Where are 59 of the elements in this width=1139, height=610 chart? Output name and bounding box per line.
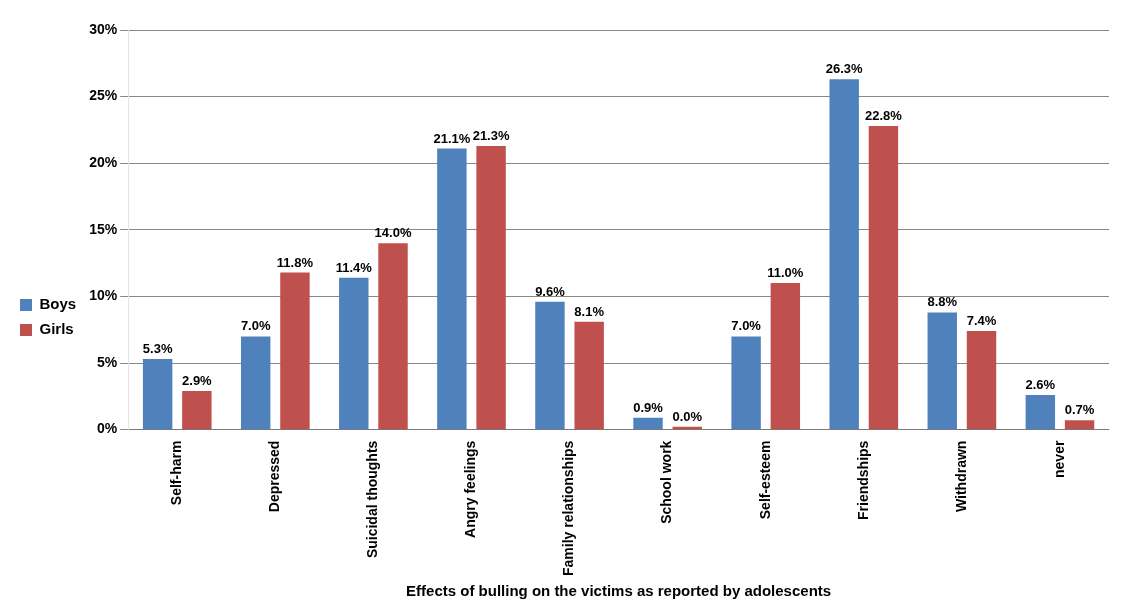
x-tick-label: Angry feelings	[462, 440, 479, 538]
x-tick-label: Self-esteem	[756, 440, 773, 520]
x-tick-label: Depressed	[266, 440, 283, 513]
data-label: 22.8%	[864, 107, 903, 123]
bar	[339, 277, 369, 430]
bar	[142, 359, 173, 430]
data-label: 26.3%	[825, 61, 864, 77]
data-label: 11.4%	[335, 259, 373, 275]
y-tick-label: 30%	[89, 20, 118, 37]
data-label: 21.3%	[472, 127, 510, 143]
data-label: 5.3%	[142, 341, 173, 357]
data-label: 9.6%	[535, 283, 566, 299]
data-label: 7.0%	[240, 318, 271, 334]
y-tick-label: 15%	[89, 220, 118, 237]
x-tick-label: Suicidal thoughts	[364, 440, 381, 559]
y-tick-label: 10%	[89, 287, 118, 304]
bar	[829, 79, 859, 430]
legend-label: Boys	[39, 295, 77, 313]
y-tick-label: 5%	[96, 353, 118, 370]
data-label: 14.0%	[374, 225, 412, 241]
legend-label: Girls	[39, 320, 74, 338]
bar	[1064, 420, 1095, 430]
bar	[378, 243, 408, 430]
bar	[1025, 394, 1056, 430]
data-label: 8.1%	[574, 303, 605, 319]
bar	[633, 417, 663, 430]
data-label: 2.9%	[182, 373, 213, 389]
data-label: 21.1%	[433, 130, 471, 146]
data-label: 11.8%	[276, 254, 314, 270]
bar	[535, 301, 565, 430]
x-tick-label: School work	[658, 440, 675, 524]
data-label: 11.0%	[767, 265, 804, 281]
x-tick-label: never	[1050, 440, 1067, 478]
x-tick-label: Friendships	[854, 440, 871, 520]
bar	[731, 336, 761, 430]
data-label: 8.8%	[927, 294, 958, 310]
data-label: 0.7%	[1064, 402, 1095, 418]
bar	[182, 391, 212, 430]
y-tick-label: 25%	[89, 87, 118, 104]
y-tick-label: 0%	[96, 420, 118, 437]
x-tick-label: Withdrawn	[952, 440, 969, 513]
bar	[927, 312, 957, 430]
x-tick-label: Self-harm	[168, 440, 185, 506]
bar	[476, 145, 506, 430]
bar	[966, 331, 997, 430]
y-tick-label: 20%	[89, 154, 118, 171]
bar	[770, 283, 801, 430]
x-tick-label: Family relationships	[560, 440, 577, 576]
bar	[868, 125, 899, 430]
data-label: 0.9%	[633, 399, 664, 415]
bar	[240, 336, 271, 430]
data-label: 7.0%	[731, 318, 762, 334]
data-label: 7.4%	[966, 313, 997, 329]
data-label: 2.6%	[1025, 377, 1056, 393]
data-label: 0.0%	[672, 408, 703, 424]
bar	[437, 148, 467, 430]
bar	[280, 272, 310, 430]
bar	[574, 321, 604, 430]
x-axis-title: Effects of bulling on the victims as reported by adolescents	[406, 582, 832, 600]
